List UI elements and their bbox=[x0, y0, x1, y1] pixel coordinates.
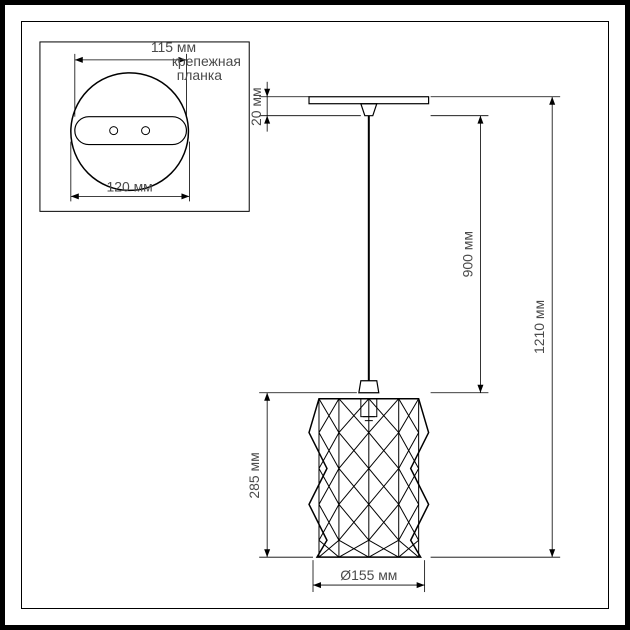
dim-base-diameter: 120 мм bbox=[106, 178, 152, 194]
dim-total-height: 1210 мм bbox=[431, 97, 561, 557]
dim-shade-height: 285 мм bbox=[246, 393, 357, 557]
dim-cord-length: 900 мм bbox=[431, 116, 489, 393]
pendant-lamp bbox=[309, 97, 429, 557]
mounting-plate-inset: 115 мм крепежная планка 120 мм bbox=[40, 39, 249, 211]
plate-label-2: планка bbox=[177, 67, 223, 83]
dim-canopy-height: 20 мм bbox=[248, 82, 361, 132]
svg-text:1210 мм: 1210 мм bbox=[531, 300, 547, 354]
svg-text:900 мм: 900 мм bbox=[459, 231, 475, 277]
svg-text:20 мм: 20 мм bbox=[248, 87, 264, 126]
svg-text:Ø155 мм: Ø155 мм bbox=[340, 567, 397, 583]
svg-text:285 мм: 285 мм bbox=[246, 452, 262, 498]
dim-shade-diameter: Ø155 мм bbox=[313, 560, 425, 592]
technical-diagram: 115 мм крепежная планка 120 мм bbox=[22, 22, 608, 608]
